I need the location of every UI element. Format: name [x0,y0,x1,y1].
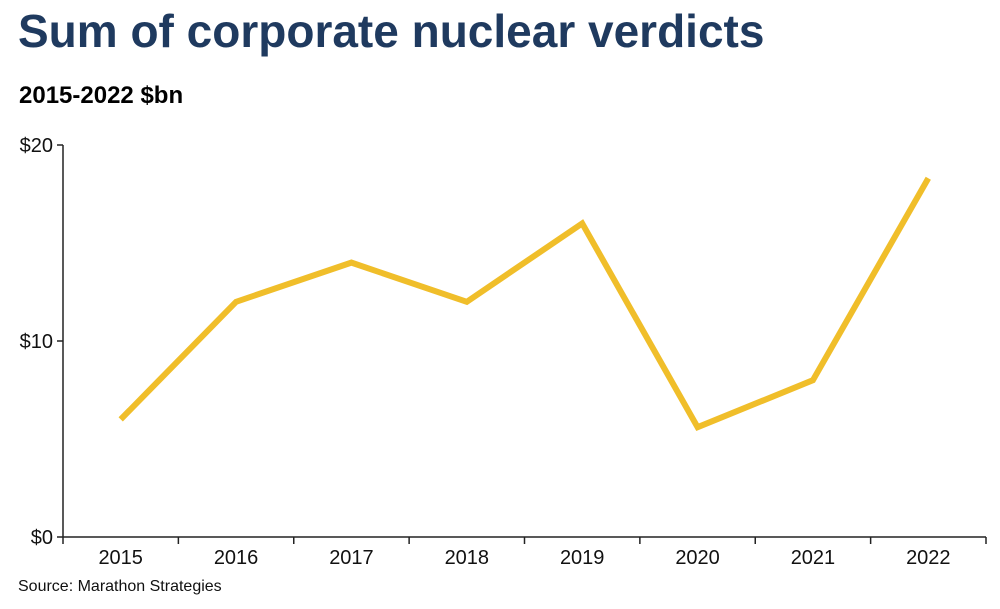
x-tick-label: 2020 [675,547,720,569]
chart-title: Sum of corporate nuclear verdicts [18,5,765,57]
x-tick-label: 2021 [791,547,836,569]
series-layer [118,176,931,431]
y-tick-label: $0 [31,527,53,549]
x-axis-labels: 2015 2016 2017 2018 2019 2020 2021 2022 [98,547,950,569]
y-tick-label: $10 [20,331,53,353]
chart-axes [57,144,987,544]
series-line [118,176,931,431]
y-tick-label: $20 [20,135,53,157]
x-tick-label: 2019 [560,547,605,569]
x-tick-label: 2015 [98,547,143,569]
x-tick-label: 2016 [214,547,259,569]
x-tick-label: 2018 [445,547,490,569]
x-tick-label: 2022 [906,547,951,569]
chart-subtitle: 2015-2022 $bn [19,82,184,109]
source-note: Source: Marathon Strategies [18,578,222,595]
y-axis-labels: $0 $10 $20 [20,135,53,549]
x-tick-label: 2017 [329,547,374,569]
